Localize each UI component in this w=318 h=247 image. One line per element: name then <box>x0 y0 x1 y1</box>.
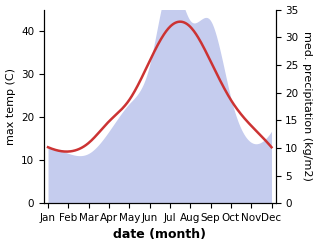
Y-axis label: max temp (C): max temp (C) <box>5 68 16 145</box>
Y-axis label: med. precipitation (kg/m2): med. precipitation (kg/m2) <box>302 31 313 181</box>
X-axis label: date (month): date (month) <box>113 228 206 242</box>
